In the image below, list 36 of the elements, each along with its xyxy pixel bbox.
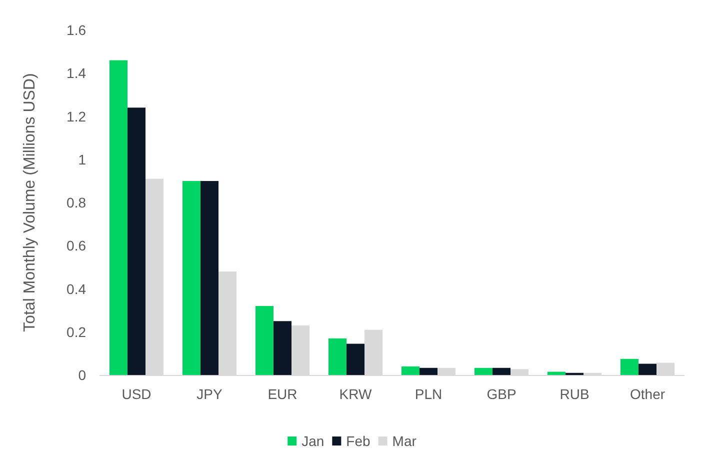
bar: [638, 364, 656, 375]
bar: [420, 368, 438, 375]
x-tick-label: RUB: [560, 386, 590, 402]
legend-label: Jan: [302, 433, 324, 449]
bar: [200, 180, 218, 375]
x-tick-label: GBP: [486, 386, 516, 402]
bar: [274, 321, 292, 375]
y-tick-label: 1: [78, 151, 86, 168]
bar: [492, 368, 510, 375]
legend-label: Feb: [346, 433, 371, 449]
bar: [474, 368, 492, 375]
bar: [128, 108, 146, 375]
x-tick-label: PLN: [414, 386, 442, 402]
bar: [110, 60, 128, 375]
x-tick-label: JPY: [196, 386, 223, 402]
x-tick-label: Other: [630, 386, 666, 402]
y-axis-title: Total Monthly Volume (Millions USD): [22, 73, 38, 332]
y-tick-label: 0.4: [66, 280, 86, 297]
bar: [548, 372, 566, 375]
legend-label: Mar: [392, 433, 417, 449]
y-tick-label: 0.6: [66, 238, 86, 254]
x-tick-label: KRW: [339, 386, 372, 402]
y-tick-label: 0.8: [66, 194, 86, 210]
x-tick-label: USD: [122, 386, 152, 402]
bar: [182, 180, 200, 375]
bar: [402, 366, 420, 375]
y-tick-label: 0: [78, 367, 86, 383]
y-tick-label: 1.4: [66, 65, 86, 82]
bar: [256, 306, 274, 375]
bar: [620, 358, 638, 375]
x-tick-label: EUR: [268, 386, 298, 402]
bar: [328, 338, 346, 375]
y-tick-label: 0.2: [66, 324, 86, 340]
y-tick-label: 1.6: [66, 22, 86, 38]
bar: [346, 344, 364, 375]
y-tick-label: 1.2: [66, 108, 86, 124]
